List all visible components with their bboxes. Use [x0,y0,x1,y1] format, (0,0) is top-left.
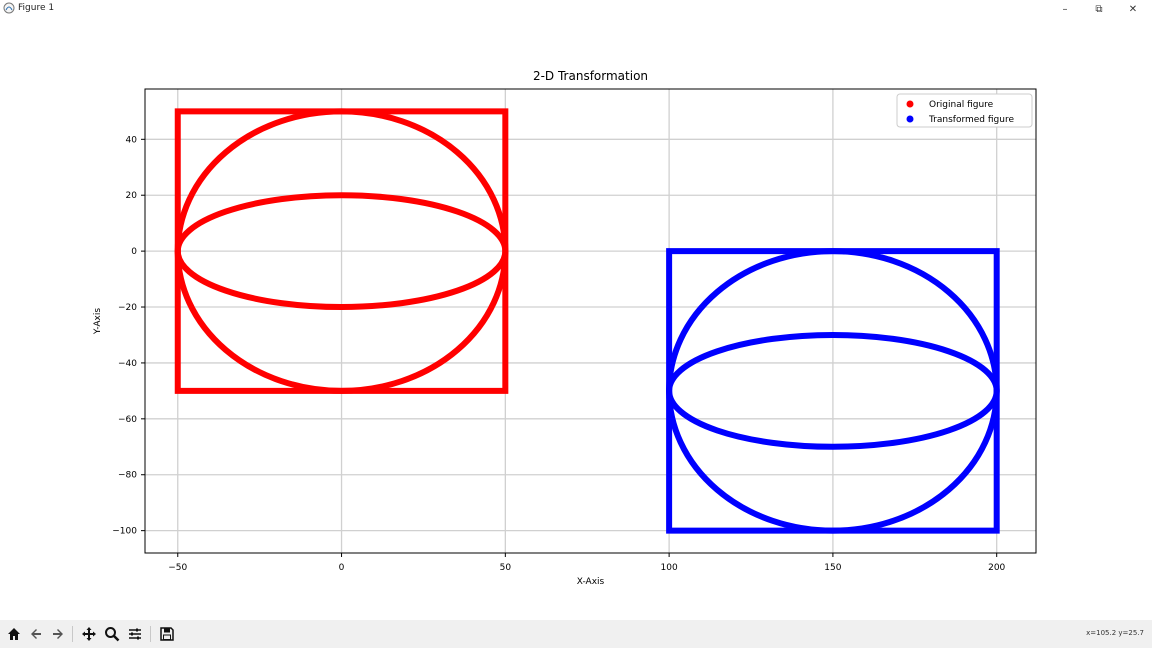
y-tick-label: −20 [118,303,137,313]
zoom-icon[interactable] [102,624,122,644]
axes-frame [144,88,1037,554]
x-tick-label: 50 [500,563,512,573]
x-tick-label: 0 [339,563,345,573]
legend-label-transformed: Transformed figure [928,115,1014,125]
y-tick-label: 20 [126,191,138,201]
legend: Original figure Transformed figure [896,93,1033,128]
y-tick-label: −100 [112,527,137,537]
y-tick-label: −80 [118,471,137,481]
back-icon[interactable] [26,624,46,644]
legend-marker-original [906,100,914,108]
y-tick-label: −40 [118,359,137,369]
title-bar: Figure 1 – ⧉ ✕ [0,0,1152,18]
legend-box [896,93,1033,128]
pan-icon[interactable] [79,624,99,644]
y-axis-label: Y-Axis [93,308,103,335]
ellipse-points [666,331,1000,450]
home-icon[interactable] [4,624,24,644]
toolbar-separator [72,626,73,642]
transformed-figure-series [666,248,1000,534]
y-tick-label: 40 [126,135,138,145]
x-tick-label: 200 [988,563,1005,573]
x-tick-label: 150 [824,563,841,573]
original-figure-series [174,108,509,394]
save-icon[interactable] [157,624,177,644]
maximize-button[interactable]: ⧉ [1095,3,1103,15]
app-icon [3,2,15,14]
chart-title: 2-D Transformation [533,69,648,83]
cursor-coordinates: x=105.2 y=25.7 [1086,629,1144,637]
legend-marker-transformed [906,115,914,123]
navigation-toolbar: x=105.2 y=25.7 [0,620,1152,648]
x-axis-label: X-Axis [577,577,605,587]
plot-data [174,108,1000,534]
toolbar-separator [150,626,151,642]
y-tick-label: −60 [118,415,137,425]
minimize-button[interactable]: – [1062,3,1068,15]
close-button[interactable]: ✕ [1128,3,1138,15]
x-tick-label: −50 [168,563,187,573]
y-tick-label: 0 [131,247,137,257]
ellipse-points [174,192,509,311]
x-tick-label: 100 [661,563,678,573]
forward-icon[interactable] [48,624,68,644]
legend-label-original: Original figure [929,100,994,110]
configure-subplots-icon[interactable] [125,624,145,644]
grid [145,89,1036,553]
window-title: Figure 1 [18,3,55,13]
